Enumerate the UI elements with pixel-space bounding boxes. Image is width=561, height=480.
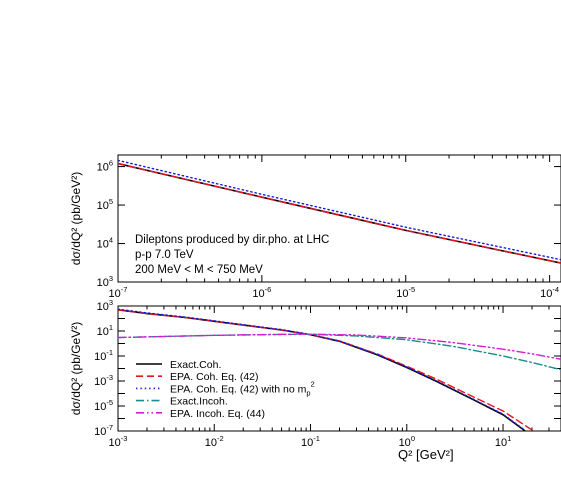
series-line-epa_coh: [118, 162, 561, 264]
top-panel: 10-7 10-6 10-5 10-4 103 104 105 106 dσ/dQ² (pb/G…: [69, 154, 561, 300]
y-tick-label: 101: [97, 323, 113, 338]
y-tick-label: 10-1: [94, 348, 113, 363]
y-tick-label: 103: [97, 274, 113, 289]
y-tick-label: 105: [97, 197, 113, 212]
x-tick-label: 10-4: [540, 285, 559, 300]
series-line-epa_coh_no_mp: [118, 159, 561, 261]
annotation-line-1: Dileptons produced by dir.pho. at LHC: [135, 234, 329, 246]
y-tick-label: 104: [97, 236, 113, 251]
y-tick-label: 103: [97, 298, 113, 313]
x-tick-label: 10-5: [396, 285, 415, 300]
y-axis-title: dσ/dQ² (pb/GeV²): [69, 322, 83, 415]
y-tick-label: 106: [97, 159, 113, 174]
y-tick-label: 10-3: [94, 373, 113, 388]
x-axis-title: Q² [GeV²]: [398, 447, 454, 462]
series-line-exact_incoh: [118, 333, 561, 371]
legend-label: Exact.Incoh.: [170, 396, 228, 408]
x-tick-label: 10-7: [109, 285, 128, 300]
x-tick-label: 100: [399, 434, 415, 449]
y-tick-label: 10-5: [94, 398, 113, 413]
plot-frame: [117, 154, 561, 283]
legend-label: Exact.Coh.: [170, 359, 221, 371]
legend-label: EPA. Coh. Eq. (42): [170, 371, 259, 383]
series-line-epa_coh: [118, 309, 533, 431]
legend-label: EPA. Incoh. Eq. (44): [170, 408, 265, 420]
x-tick-label: 10-3: [109, 434, 128, 449]
legend-label: EPA. Coh. Eq. (42) with no mp2: [170, 379, 315, 397]
x-tick-label: 10-2: [205, 434, 224, 449]
x-tick-label: 10-1: [301, 434, 320, 449]
y-tick-label: 10-7: [94, 423, 113, 438]
series-group: [118, 308, 561, 431]
series-line-epa_incoh: [118, 333, 561, 360]
x-tick-label: 101: [495, 434, 511, 449]
annotation-line-3: 200 MeV < M < 750 MeV: [135, 264, 263, 276]
annotation-line-2: p-p 7.0 TeV: [135, 249, 194, 261]
y-axis-title: dσ/dQ² (pb/GeV²): [69, 172, 83, 265]
bottom-panel: 10-3 10-2 10-1 100 101 10-7 10-5 10-3 10-1 101 103…: [69, 298, 561, 449]
series-group: [118, 159, 561, 264]
x-tick-label: 10-6: [252, 285, 271, 300]
